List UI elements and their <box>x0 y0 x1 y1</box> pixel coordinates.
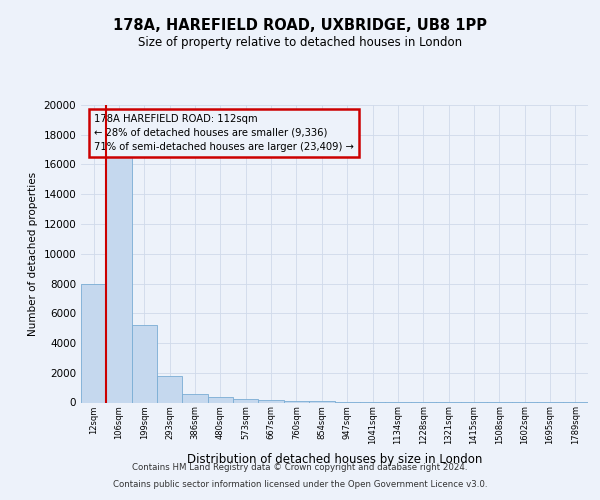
Text: 178A, HAREFIELD ROAD, UXBRIDGE, UB8 1PP: 178A, HAREFIELD ROAD, UXBRIDGE, UB8 1PP <box>113 18 487 32</box>
Bar <box>132 325 157 402</box>
Text: 178A HAREFIELD ROAD: 112sqm
← 28% of detached houses are smaller (9,336)
71% of : 178A HAREFIELD ROAD: 112sqm ← 28% of det… <box>94 114 353 152</box>
Text: Contains HM Land Registry data © Crown copyright and database right 2024.: Contains HM Land Registry data © Crown c… <box>132 464 468 472</box>
Text: Contains public sector information licensed under the Open Government Licence v3: Contains public sector information licen… <box>113 480 487 489</box>
X-axis label: Distribution of detached houses by size in London: Distribution of detached houses by size … <box>187 452 482 466</box>
Bar <box>81 284 106 403</box>
Text: Size of property relative to detached houses in London: Size of property relative to detached ho… <box>138 36 462 49</box>
Bar <box>208 398 233 402</box>
Bar <box>106 152 132 402</box>
Bar <box>284 401 309 402</box>
Y-axis label: Number of detached properties: Number of detached properties <box>28 172 38 336</box>
Bar <box>182 394 208 402</box>
Bar <box>157 376 182 402</box>
Bar <box>233 399 259 402</box>
Bar <box>259 400 284 402</box>
